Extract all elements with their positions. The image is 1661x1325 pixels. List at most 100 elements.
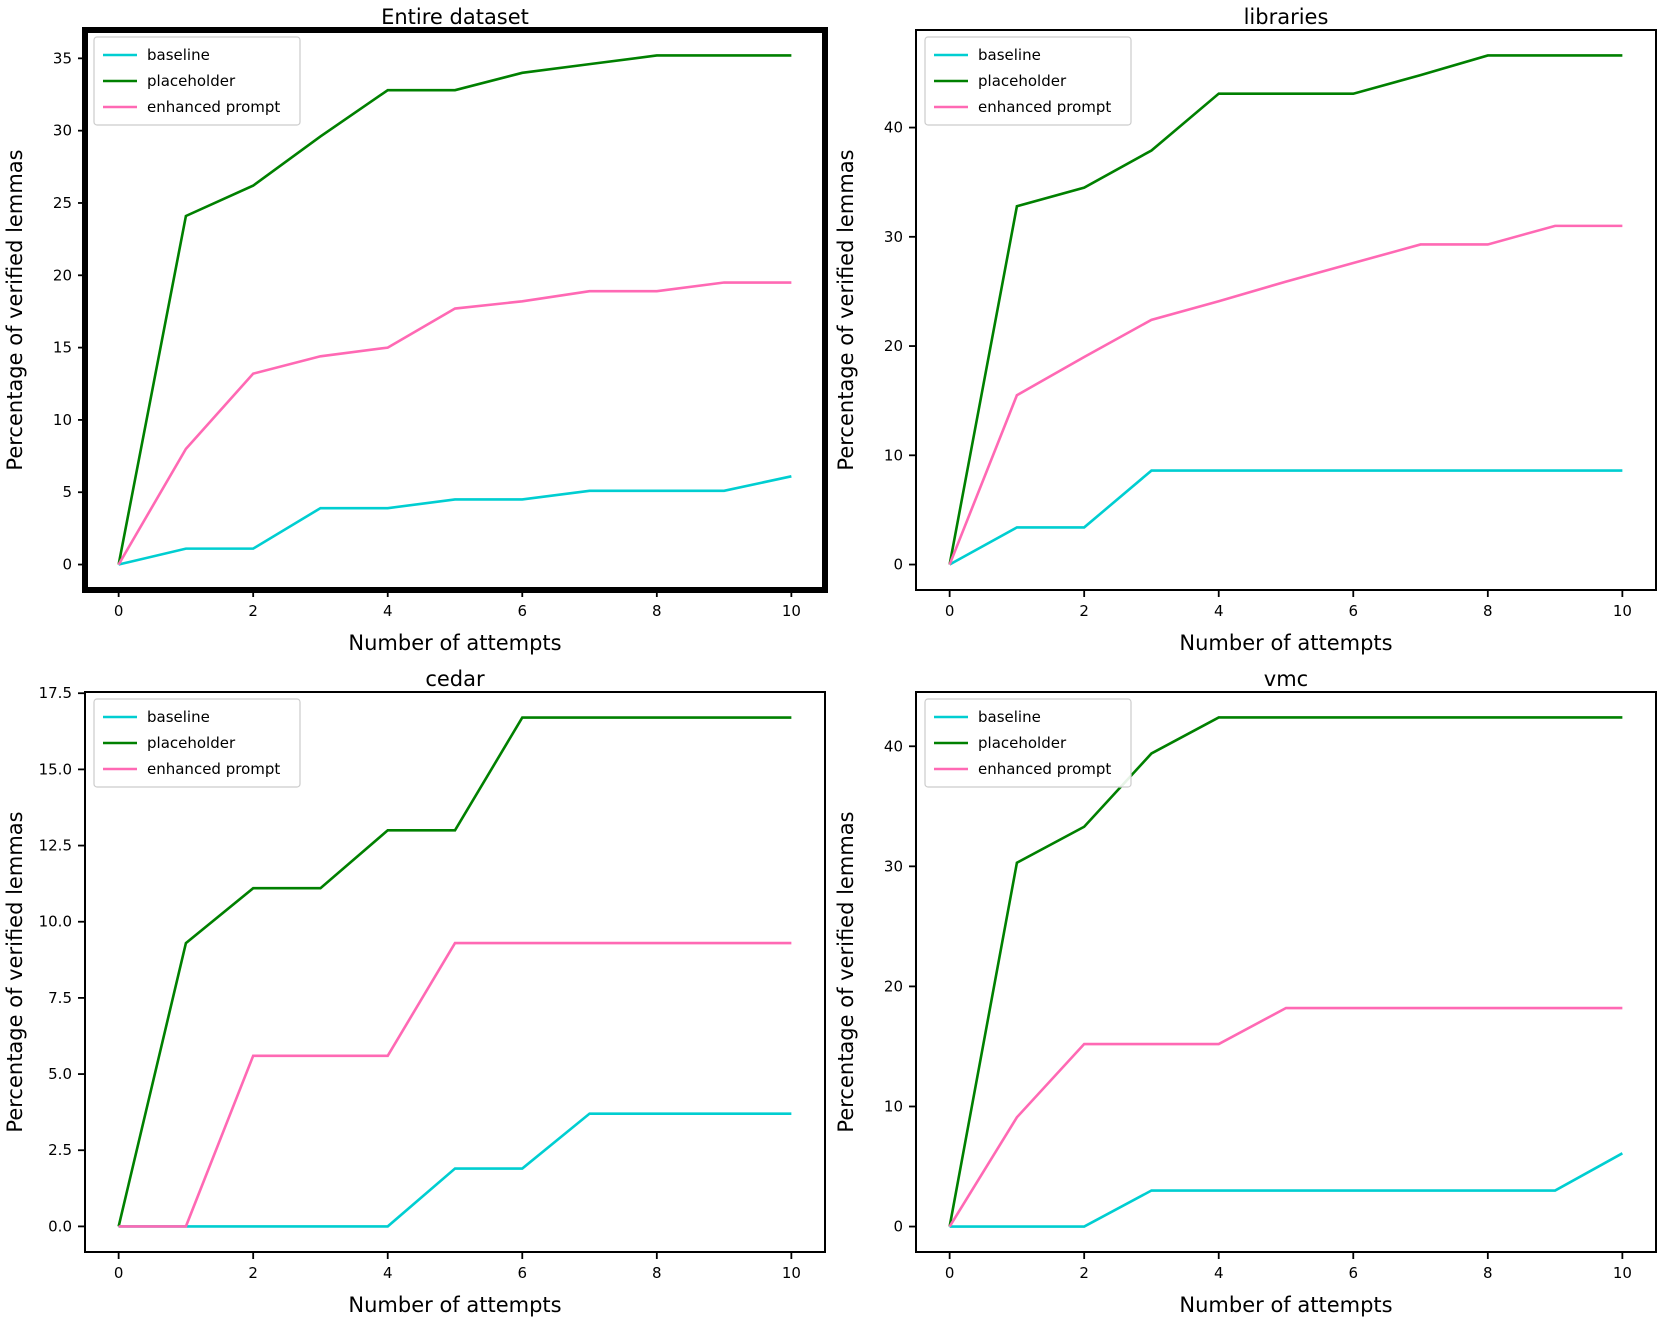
- chart-canvas: Entire dataset Number of attempts Percen…: [3, 5, 828, 655]
- y-tick-label: 5: [62, 483, 72, 501]
- x-tick-label: 10: [782, 1264, 801, 1282]
- legend-label-baseline: baseline: [147, 46, 210, 64]
- x-tick-label: 2: [248, 602, 258, 620]
- x-tick-label: 0: [114, 1264, 124, 1282]
- chart-canvas: vmc Number of attempts Percentage of ver…: [834, 667, 1657, 1317]
- legend-label-baseline: baseline: [978, 46, 1041, 64]
- legend-label-enhanced-prompt: enhanced prompt: [978, 98, 1111, 116]
- plot-area: 0 2 4 6 8 10 0 10 20 30 40 baseline placeholder enhan…: [884, 691, 1657, 1282]
- subplot-libraries: libraries Number of attempts Percentage …: [831, 0, 1661, 662]
- x-tick-label: 10: [1613, 602, 1632, 620]
- y-tick-label: 5.0: [48, 1065, 72, 1083]
- y-tick-label: 2.5: [48, 1141, 72, 1159]
- legend-label-enhanced-prompt: enhanced prompt: [147, 98, 280, 116]
- y-tick-label: 0: [893, 1218, 903, 1236]
- y-tick-label: 10: [53, 411, 72, 429]
- x-tick-label: 4: [1214, 1264, 1224, 1282]
- plot-area: 0 2 4 6 8 10 0.0 2.5 5.0 7.5 10.0 12.5 15.0 17.5 basel…: [39, 684, 826, 1282]
- x-tick-label: 8: [1483, 1264, 1493, 1282]
- chart-title: Entire dataset: [381, 5, 529, 29]
- x-axis-label: Number of attempts: [348, 1293, 561, 1317]
- y-tick-label: 20: [53, 266, 72, 284]
- series-line-placeholder: [948, 54, 1623, 565]
- x-tick-label: 0: [114, 602, 124, 620]
- legend-box: [924, 36, 1132, 126]
- y-tick-label: 40: [884, 737, 903, 755]
- x-tick-label: 8: [652, 1264, 662, 1282]
- y-tick-label: 17.5: [39, 684, 72, 702]
- y-tick-label: 7.5: [48, 989, 72, 1007]
- y-tick-label: 0: [893, 556, 903, 574]
- legend: baseline placeholder enhanced prompt: [93, 36, 301, 126]
- legend-label-baseline: baseline: [147, 708, 210, 726]
- legend-label-enhanced-prompt: enhanced prompt: [978, 760, 1111, 778]
- x-axis-label: Number of attempts: [348, 631, 561, 655]
- y-tick-label: 10.0: [39, 913, 72, 931]
- y-tick-label: 30: [884, 228, 903, 246]
- axis-ticks: 0 2 4 6 8 10 0 5 10 15 20 25 30 35: [53, 49, 801, 620]
- series-lines: [948, 716, 1623, 1228]
- x-tick-label: 2: [1079, 1264, 1089, 1282]
- x-tick-label: 0: [945, 602, 955, 620]
- x-tick-label: 6: [1348, 1264, 1358, 1282]
- chart-canvas: cedar Number of attempts Percentage of v…: [3, 667, 826, 1317]
- y-tick-label: 40: [884, 119, 903, 137]
- legend-label-placeholder: placeholder: [147, 72, 236, 90]
- plot-border: [82, 27, 828, 593]
- y-axis-label: Percentage of verified lemmas: [834, 811, 858, 1132]
- legend-box: [924, 698, 1132, 788]
- subplot-entire-dataset: Entire dataset Number of attempts Percen…: [0, 0, 831, 662]
- y-tick-label: 30: [53, 122, 72, 140]
- y-tick-label: 20: [884, 977, 903, 995]
- y-tick-label: 15: [53, 339, 72, 357]
- y-tick-label: 0.0: [48, 1217, 72, 1235]
- legend-box: [93, 698, 301, 788]
- y-tick-label: 35: [53, 49, 72, 67]
- series-line-enhanced-prompt: [118, 941, 792, 1228]
- series-line-placeholder: [117, 54, 792, 565]
- series-lines: [117, 716, 792, 1228]
- axis-ticks: 0 2 4 6 8 10 0 10 20 30 40: [884, 737, 1632, 1282]
- x-tick-label: 0: [945, 1264, 955, 1282]
- series-line-enhanced-prompt: [948, 1006, 1623, 1228]
- series-line-placeholder: [117, 716, 792, 1227]
- x-tick-label: 2: [248, 1264, 258, 1282]
- plot-border: [915, 691, 1657, 1253]
- series-lines: [117, 54, 792, 566]
- plot-area: 0 2 4 6 8 10 0 5 10 15 20 25 30 35 baseline placeholder…: [53, 27, 828, 620]
- legend-box: [93, 36, 301, 126]
- plot-border: [915, 29, 1657, 591]
- series-line-baseline: [949, 469, 1623, 566]
- subplot-cedar: cedar Number of attempts Percentage of v…: [0, 662, 831, 1325]
- x-tick-label: 6: [517, 602, 527, 620]
- legend: baseline placeholder enhanced prompt: [924, 698, 1132, 788]
- y-tick-label: 25: [53, 194, 72, 212]
- y-tick-label: 12.5: [39, 837, 72, 855]
- series-lines: [948, 54, 1623, 566]
- series-line-enhanced-prompt: [117, 281, 792, 566]
- plot-area: 0 2 4 6 8 10 0 10 20 30 40 baseline placeholder enhan…: [884, 29, 1657, 620]
- legend-label-placeholder: placeholder: [147, 734, 236, 752]
- chart-canvas: libraries Number of attempts Percentage …: [834, 5, 1657, 655]
- legend: baseline placeholder enhanced prompt: [93, 698, 301, 788]
- y-axis-label: Percentage of verified lemmas: [3, 811, 27, 1132]
- subplot-vmc: vmc Number of attempts Percentage of ver…: [831, 662, 1661, 1325]
- y-tick-label: 20: [884, 337, 903, 355]
- y-tick-label: 30: [884, 857, 903, 875]
- chart-title: libraries: [1244, 5, 1329, 29]
- x-axis-label: Number of attempts: [1179, 1293, 1392, 1317]
- axis-ticks: 0 2 4 6 8 10 0 10 20 30 40: [884, 119, 1632, 620]
- x-tick-label: 4: [383, 1264, 393, 1282]
- x-tick-label: 4: [383, 602, 393, 620]
- series-line-enhanced-prompt: [948, 224, 1623, 566]
- legend-label-baseline: baseline: [978, 708, 1041, 726]
- y-tick-label: 10: [884, 446, 903, 464]
- y-tick-label: 10: [884, 1097, 903, 1115]
- y-axis-label: Percentage of verified lemmas: [834, 149, 858, 470]
- plot-border: [84, 691, 826, 1253]
- series-line-baseline: [118, 475, 792, 566]
- x-tick-label: 6: [1348, 602, 1358, 620]
- y-axis-label: Percentage of verified lemmas: [3, 149, 27, 470]
- x-tick-label: 6: [517, 1264, 527, 1282]
